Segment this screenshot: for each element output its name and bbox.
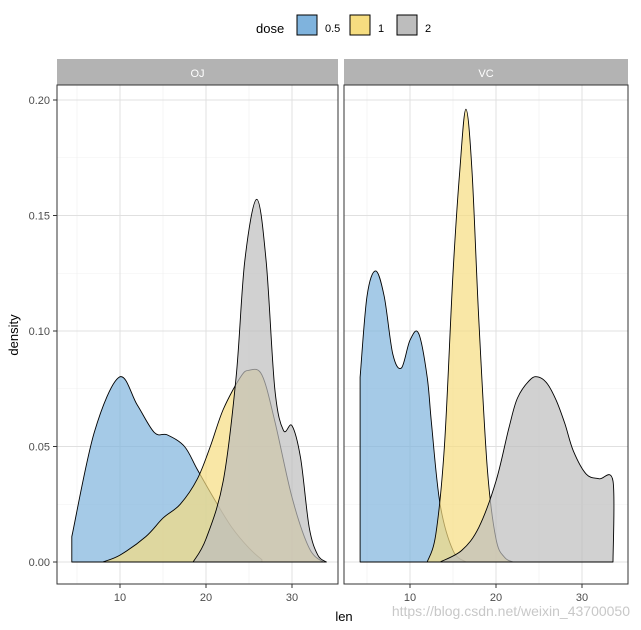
- panel-OJ: OJ 10 20 30: [56, 59, 339, 604]
- strip-background: [57, 59, 338, 85]
- legend-label-1: 1: [378, 23, 384, 35]
- density-area-2: [192, 198, 327, 563]
- density-areas: [359, 108, 615, 563]
- legend-key-0.5: [296, 14, 318, 36]
- facet-panels: OJ 10 20 30 VC 10 20 30: [56, 59, 629, 604]
- density-area-2: [439, 376, 615, 563]
- density-areas: [71, 198, 327, 563]
- strip-label-OJ: OJ: [190, 68, 204, 80]
- x-tick-label: 20: [490, 592, 502, 604]
- y-axis-title: density: [6, 314, 21, 356]
- y-tick-label: 0.15: [29, 211, 50, 223]
- x-tick-label: 10: [404, 592, 416, 604]
- legend-title: dose: [256, 21, 284, 36]
- legend-key-2: [396, 14, 418, 36]
- y-axis: 0.00 0.05 0.10 0.15 0.20: [29, 95, 57, 569]
- legend-label-0.5: 0.5: [325, 23, 340, 35]
- legend-label-2: 2: [425, 23, 431, 35]
- y-tick-label: 0.10: [29, 326, 50, 338]
- x-tick-label: 30: [576, 592, 588, 604]
- y-tick-label: 0.00: [29, 557, 50, 569]
- y-tick-label: 0.05: [29, 442, 50, 454]
- watermark: https://blog.csdn.net/weixin_43700050: [392, 603, 630, 619]
- x-axis-title: len: [335, 609, 352, 624]
- x-tick-label: 20: [200, 592, 212, 604]
- strip-background: [344, 59, 628, 85]
- x-tick-label: 30: [286, 592, 298, 604]
- panel-VC: VC 10 20 30: [343, 59, 629, 604]
- x-tick-label: 10: [114, 592, 126, 604]
- legend-key-1: [349, 14, 371, 36]
- strip-label-VC: VC: [478, 68, 493, 80]
- panel-border: [56, 84, 339, 585]
- y-tick-label: 0.20: [29, 95, 50, 107]
- legend: dose 0.5 1 2: [256, 14, 431, 36]
- panel-border: [343, 84, 629, 585]
